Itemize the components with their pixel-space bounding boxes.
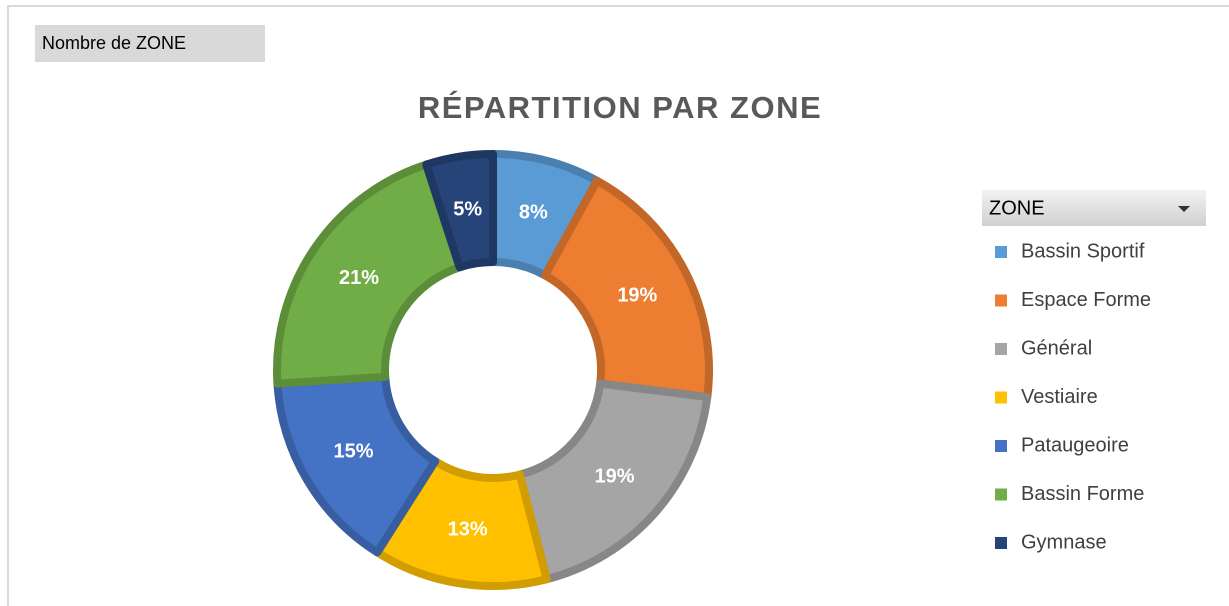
legend-label: Espace Forme (1021, 289, 1151, 311)
dropdown-arrow (1178, 206, 1190, 212)
legend-swatch (995, 488, 1007, 501)
donut-segment (422, 150, 497, 272)
legend-swatch (995, 537, 1007, 549)
data-label: 15% (334, 441, 374, 463)
legend-label: Bassin Sportif (1021, 240, 1145, 262)
donut-segment (273, 372, 440, 557)
legend-title: ZONE (989, 197, 1045, 219)
data-label: 21% (339, 267, 379, 289)
donut-segment (273, 160, 464, 388)
legend-swatch (995, 246, 1007, 258)
data-label: 5% (453, 198, 482, 220)
legend-swatch (995, 440, 1007, 452)
legend-label: Général (1021, 337, 1092, 359)
legend-header[interactable] (982, 190, 1206, 226)
field-button-label: Nombre de ZONE (42, 33, 186, 53)
data-label: 19% (617, 285, 657, 307)
data-label: 8% (519, 201, 548, 223)
donut-segment (541, 176, 713, 402)
legend-label: Gymnase (1021, 531, 1107, 553)
chart-border (7, 5, 1229, 606)
legend-swatch (995, 294, 1007, 307)
donut-segment (515, 379, 712, 584)
legend-swatch (995, 391, 1007, 404)
legend-label: Vestiaire (1021, 386, 1098, 408)
legend-label: Bassin Forme (1021, 483, 1144, 505)
chart-title: RÉPARTITION PAR ZONE (418, 90, 822, 125)
field-button[interactable] (35, 25, 265, 62)
data-label: 13% (448, 518, 488, 540)
data-label: 19% (595, 465, 635, 487)
legend-swatch (995, 343, 1007, 355)
legend-label: Pataugeoire (1021, 434, 1129, 456)
